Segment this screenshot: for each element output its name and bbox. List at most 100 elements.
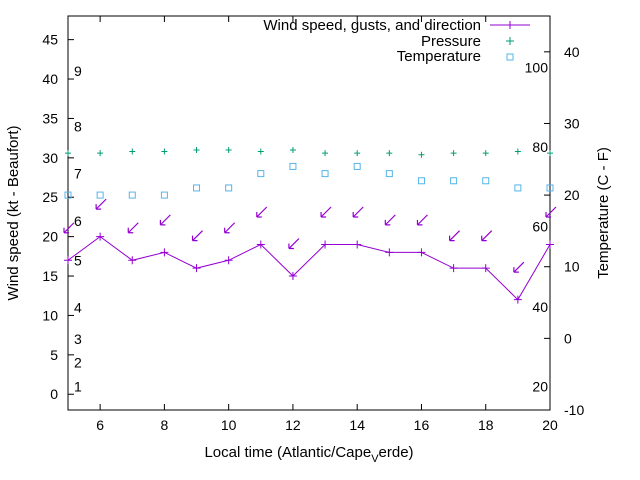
chart-series xyxy=(63,146,557,304)
pressure-point xyxy=(289,146,296,153)
y-tick-label: 0 xyxy=(50,386,58,402)
beaufort-label: 9 xyxy=(74,63,82,79)
temperature-point xyxy=(482,177,490,185)
wind-speed-point xyxy=(449,264,458,273)
x-tick-label: 12 xyxy=(285,417,301,433)
pressure-point xyxy=(418,151,425,158)
wind-gust-arrow xyxy=(127,222,139,234)
y-tick-label: 45 xyxy=(42,32,58,48)
x-tick-label: 16 xyxy=(414,417,430,433)
wind-gust-arrow xyxy=(224,222,236,234)
temperature-point xyxy=(353,162,361,170)
beaufort-label: 5 xyxy=(74,252,82,268)
fahrenheit-label: 80 xyxy=(532,139,548,155)
beaufort-label: 4 xyxy=(74,300,82,316)
wind-gust-arrow xyxy=(481,230,493,242)
legend-temperature-label: Temperature xyxy=(397,48,481,65)
temperature-point xyxy=(385,170,393,178)
wind-speed-line xyxy=(67,236,551,301)
temperature-point xyxy=(321,170,329,178)
pressure-point xyxy=(161,148,168,155)
beaufort-label: 8 xyxy=(74,118,82,134)
wind-speed-point xyxy=(160,248,169,257)
pressure-point xyxy=(257,148,264,155)
y-tick-label: 25 xyxy=(42,189,58,205)
plot-frame xyxy=(67,15,551,411)
wind-speed-point xyxy=(96,232,105,241)
pressure-point xyxy=(482,150,489,157)
y2-tick-label: 10 xyxy=(564,259,580,275)
pressure-point xyxy=(225,146,232,153)
pressure-point xyxy=(129,148,136,155)
wind-gust-arrow xyxy=(320,206,332,218)
wind-speed-point xyxy=(385,248,394,257)
pressure-point xyxy=(547,150,553,157)
beaufort-label: 1 xyxy=(74,378,82,394)
legend-wind-label: Wind speed, gusts, and direction xyxy=(263,17,481,34)
beaufort-label: 7 xyxy=(74,166,82,182)
y-tick-label: 20 xyxy=(42,229,58,245)
legend: Wind speed, gusts, and direction Pressur… xyxy=(263,17,530,65)
wind-speed-point xyxy=(321,240,330,249)
y-tick-label: 15 xyxy=(42,268,58,284)
legend-temperature-marker xyxy=(506,53,514,61)
wind-speed-point xyxy=(224,256,233,265)
wind-gust-arrow xyxy=(191,230,203,242)
x-tick-label: 6 xyxy=(96,417,104,433)
temperature-point xyxy=(64,191,72,199)
y-tick-label: 40 xyxy=(42,71,58,87)
y2-tick-label: 20 xyxy=(564,187,580,203)
beaufort-label: 2 xyxy=(74,355,82,371)
wind-gust-arrow xyxy=(159,214,171,226)
x-tick-label: 20 xyxy=(542,417,558,433)
pressure-point xyxy=(386,150,393,157)
wind-speed-point xyxy=(128,256,137,265)
temperature-point xyxy=(546,184,554,192)
legend-pressure-label: Pressure xyxy=(421,33,481,50)
temperature-point xyxy=(257,170,265,178)
wind-speed-point xyxy=(417,248,426,257)
pressure-point xyxy=(322,150,329,157)
y2-axis-label: Temperature (C - F) xyxy=(595,147,612,279)
wind-gust-arrow xyxy=(256,206,268,218)
wind-speed-point xyxy=(192,264,201,273)
legend-wind-marker xyxy=(506,21,514,29)
x-tick-label: 8 xyxy=(161,417,169,433)
temperature-point xyxy=(128,191,136,199)
pressure-point xyxy=(65,150,71,157)
y2-tick-label: 0 xyxy=(564,330,572,346)
x-tick-label: 10 xyxy=(221,417,237,433)
temperature-point xyxy=(160,191,168,199)
pressure-point xyxy=(514,148,521,155)
pressure-point xyxy=(354,150,361,157)
wind-speed-point xyxy=(481,264,490,273)
wind-gust-arrow xyxy=(95,198,107,210)
x-tick-label: 18 xyxy=(478,417,494,433)
temperature-point xyxy=(225,184,233,192)
temperature-point xyxy=(417,177,425,185)
y2-tick-label: -10 xyxy=(564,402,584,418)
x-tick-label: 14 xyxy=(349,417,365,433)
fahrenheit-label: 60 xyxy=(532,219,548,235)
pressure-point xyxy=(450,150,457,157)
temperature-point xyxy=(514,184,522,192)
y2-tick-label: 30 xyxy=(564,115,580,131)
wind-gust-arrow xyxy=(384,214,396,226)
x-axis-label: Local time (Atlantic/CapeVerde) xyxy=(204,444,413,465)
wind-speed-point xyxy=(546,240,554,249)
fahrenheit-label: 100 xyxy=(525,60,549,76)
wind-gust-arrow xyxy=(545,206,557,218)
temperature-point xyxy=(96,191,104,199)
wind-gust-arrow xyxy=(288,238,300,250)
legend-pressure-marker xyxy=(506,37,514,45)
y-tick-label: 5 xyxy=(50,347,58,363)
pressure-point xyxy=(193,146,200,153)
temperature-point xyxy=(450,177,458,185)
wind-gust-arrow xyxy=(352,206,364,218)
beaufort-label: 6 xyxy=(74,213,82,229)
fahrenheit-label: 40 xyxy=(532,299,548,315)
temperature-point xyxy=(193,184,201,192)
wind-speed-point xyxy=(353,240,362,249)
wind-gust-arrow xyxy=(416,214,428,226)
